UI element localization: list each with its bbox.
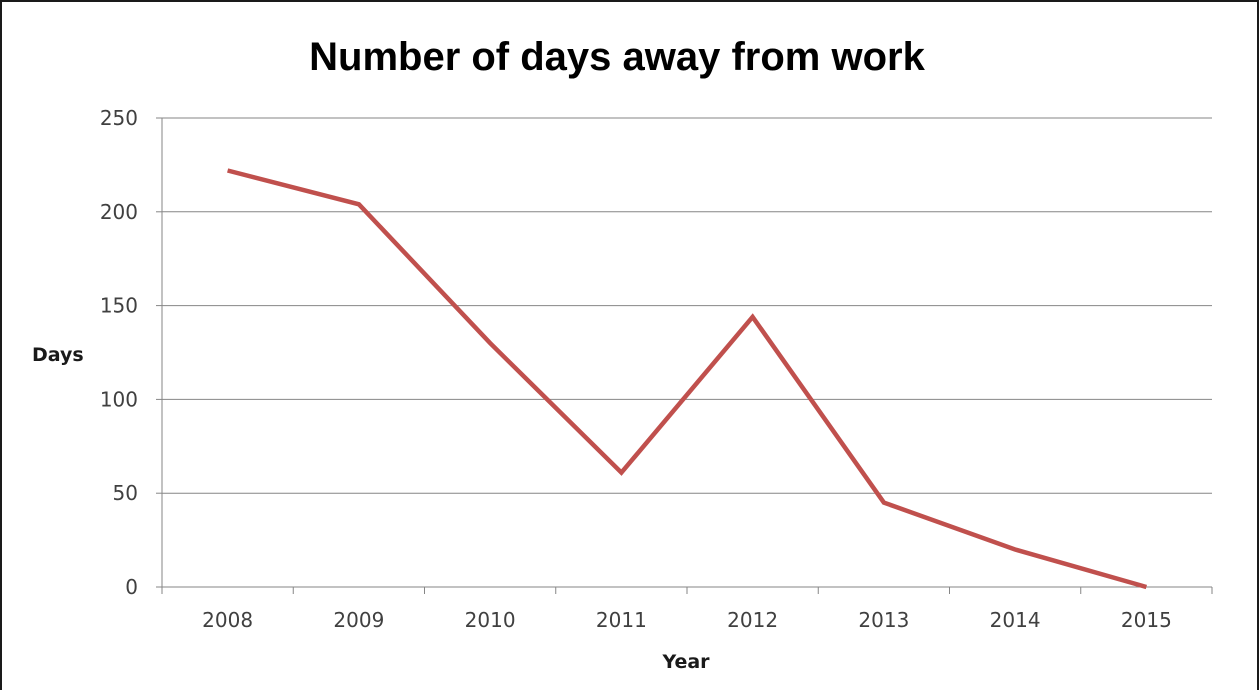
x-tick-label: 2011 xyxy=(596,608,647,632)
y-axis-label: Days xyxy=(32,344,84,366)
x-tick-label: 2014 xyxy=(990,608,1041,632)
x-tick-label: 2010 xyxy=(465,608,516,632)
series-lines xyxy=(228,170,1147,587)
x-tick-label: 2012 xyxy=(727,608,778,632)
y-tick-label: 150 xyxy=(100,294,138,318)
x-tick-label: 2009 xyxy=(333,608,384,632)
axes xyxy=(156,118,1212,594)
x-tick-label: 2013 xyxy=(858,608,909,632)
y-tick-label: 0 xyxy=(125,575,138,599)
y-tick-labels: 0 50 100 150 200 250 xyxy=(100,106,138,599)
x-tick-labels: 2008 2009 2010 2011 2012 2013 2014 2015 xyxy=(202,608,1172,632)
x-tick-label: 2015 xyxy=(1121,608,1172,632)
y-tick-label: 50 xyxy=(113,481,138,505)
x-tick-label: 2008 xyxy=(202,608,253,632)
y-tick-label: 250 xyxy=(100,106,138,130)
gridlines xyxy=(162,118,1212,493)
chart-title: Number of days away from work xyxy=(309,35,925,79)
y-tick-label: 200 xyxy=(100,200,138,224)
series-line xyxy=(228,171,1147,588)
x-axis-label: Year xyxy=(661,651,710,673)
y-tick-label: 100 xyxy=(100,387,138,411)
